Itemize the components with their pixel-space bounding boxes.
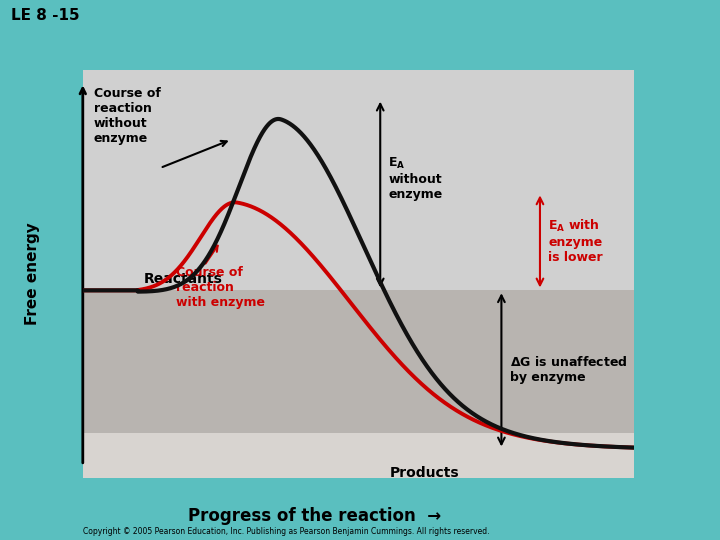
Bar (83, 433, 634, 478)
Text: $\mathbf{E_A}$ with
enzyme
is lower: $\mathbf{E_A}$ with enzyme is lower (548, 218, 603, 265)
Text: Course of
reaction
without
enzyme: Course of reaction without enzyme (94, 86, 161, 145)
Text: Progress of the reaction  →: Progress of the reaction → (188, 507, 441, 525)
Text: Free energy: Free energy (25, 222, 40, 326)
Bar (83, 70, 634, 291)
Text: $\mathbf{E}_\mathbf{A}$
without
enzyme: $\mathbf{E}_\mathbf{A}$ without enzyme (389, 156, 443, 201)
Text: Copyright © 2005 Pearson Education, Inc. Publishing as Pearson Benjamin Cummings: Copyright © 2005 Pearson Education, Inc.… (83, 526, 490, 536)
Text: Products: Products (390, 465, 459, 480)
Text: Course of
reaction
with enzyme: Course of reaction with enzyme (176, 266, 266, 309)
Text: LE 8 -15: LE 8 -15 (11, 8, 79, 23)
Text: Reactants: Reactants (143, 272, 222, 286)
Bar (83, 291, 634, 433)
Text: Δ$\mathbf{G}$ is unaffected
by enzyme: Δ$\mathbf{G}$ is unaffected by enzyme (510, 355, 627, 384)
